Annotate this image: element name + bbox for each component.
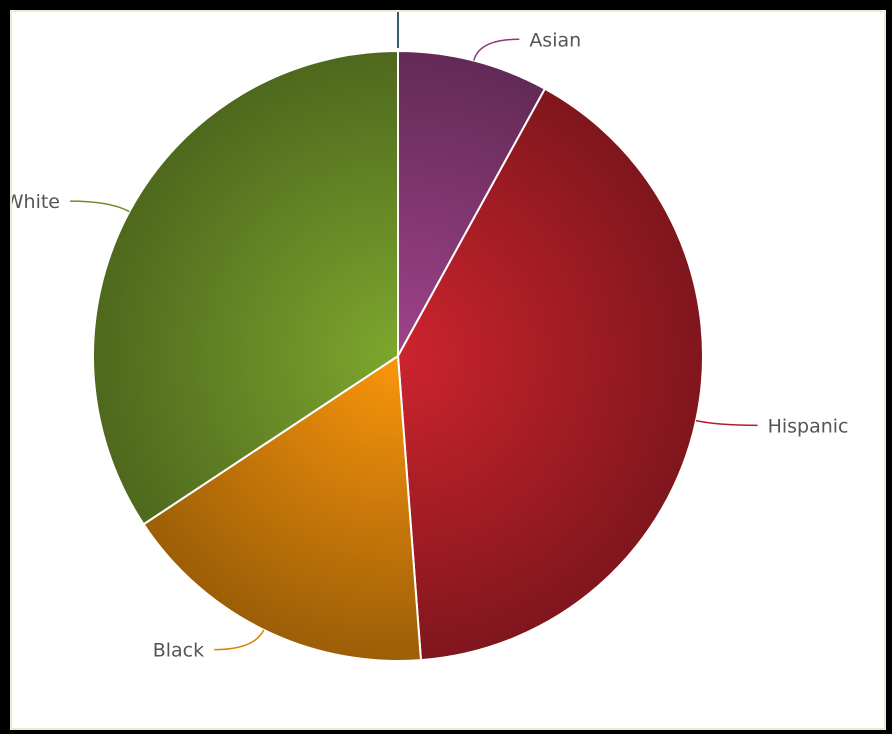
leader-black	[214, 629, 265, 651]
leader-hispanic	[695, 419, 758, 427]
label-black: Black	[153, 640, 204, 662]
leader-asian	[473, 38, 520, 61]
slice-hispanic[interactable]	[396, 87, 704, 662]
label-white: White	[12, 191, 60, 213]
label-hispanic: Hispanic	[768, 415, 849, 437]
pie-labels: Asian Hispanic Black White	[12, 29, 849, 661]
leader-white	[69, 200, 130, 213]
label-asian: Asian	[529, 29, 581, 51]
pie-chart: Asian Hispanic Black White	[12, 12, 849, 662]
slice-black[interactable]	[142, 354, 423, 662]
chart-panel: Asian Hispanic Black White	[10, 10, 886, 730]
slice-asian[interactable]	[397, 49, 547, 357]
pie-slices	[92, 49, 704, 662]
pie-leader-lines	[69, 38, 758, 651]
